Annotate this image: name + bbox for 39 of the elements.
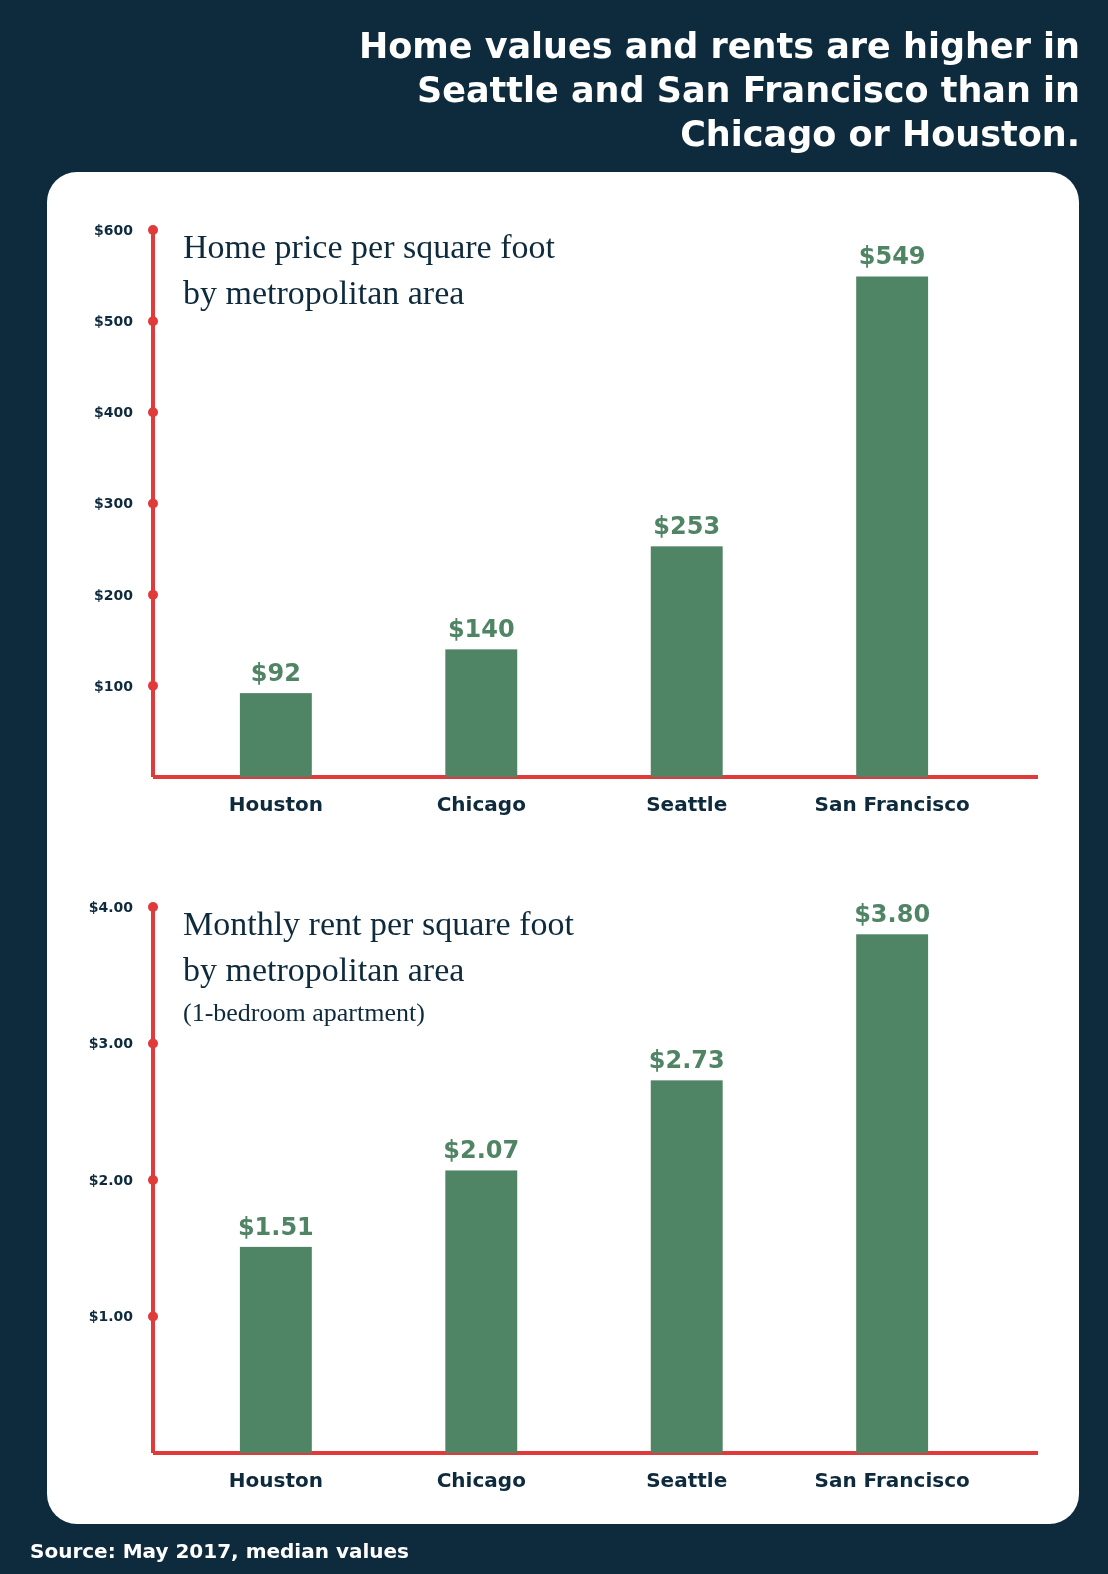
y-tick-label: $2.00 (88, 1171, 134, 1188)
x-tick-label: San Francisco (814, 1468, 970, 1492)
data-label: $549 (858, 242, 926, 271)
data-label: $1.51 (237, 1212, 314, 1241)
bar (445, 1170, 518, 1453)
y-tick-label: $200 (94, 586, 134, 603)
source-note: Source: May 2017, median values (30, 1539, 410, 1563)
data-label: $140 (447, 615, 515, 644)
bar (239, 1246, 312, 1454)
x-tick-label: Houston (228, 1468, 323, 1492)
text: Home price per square foot by metropolitan area (183, 228, 556, 311)
data-label: $3.80 (854, 900, 931, 929)
y-tick-label: $400 (94, 404, 134, 421)
x-tick-label: Seattle (646, 1468, 728, 1492)
y-tick-label: $3.00 (88, 1035, 134, 1052)
y-tick-label: $1.00 (88, 1308, 134, 1325)
data-label: $2.73 (648, 1046, 725, 1075)
x-tick-label: Chicago (436, 1468, 526, 1492)
data-label: $2.07 (443, 1136, 520, 1165)
x-tick-label: Seattle (646, 792, 728, 816)
data-label: $92 (250, 659, 301, 688)
text: Monthly rent per square foot by metropolitan area (183, 905, 575, 988)
y-tick-label: $300 (94, 495, 134, 512)
x-tick-label: Chicago (436, 792, 526, 816)
bar (650, 546, 723, 777)
bar (445, 649, 518, 777)
data-label: $253 (653, 512, 721, 541)
bar (239, 693, 312, 777)
text: (1-bedroom apartment) (183, 998, 425, 1027)
bar (650, 1080, 723, 1453)
y-tick-label: $100 (94, 677, 134, 694)
chart-title: Home values and rents are higher in Seattle and San Francisco than in Chicago or Houston. (358, 26, 1080, 154)
x-tick-label: Houston (228, 792, 323, 816)
y-tick-label: $500 (94, 313, 134, 330)
y-tick-label: $600 (94, 221, 134, 238)
x-tick-label: San Francisco (814, 792, 970, 816)
y-tick-label: $4.00 (88, 898, 134, 915)
bar (856, 934, 929, 1453)
bar (856, 276, 929, 777)
